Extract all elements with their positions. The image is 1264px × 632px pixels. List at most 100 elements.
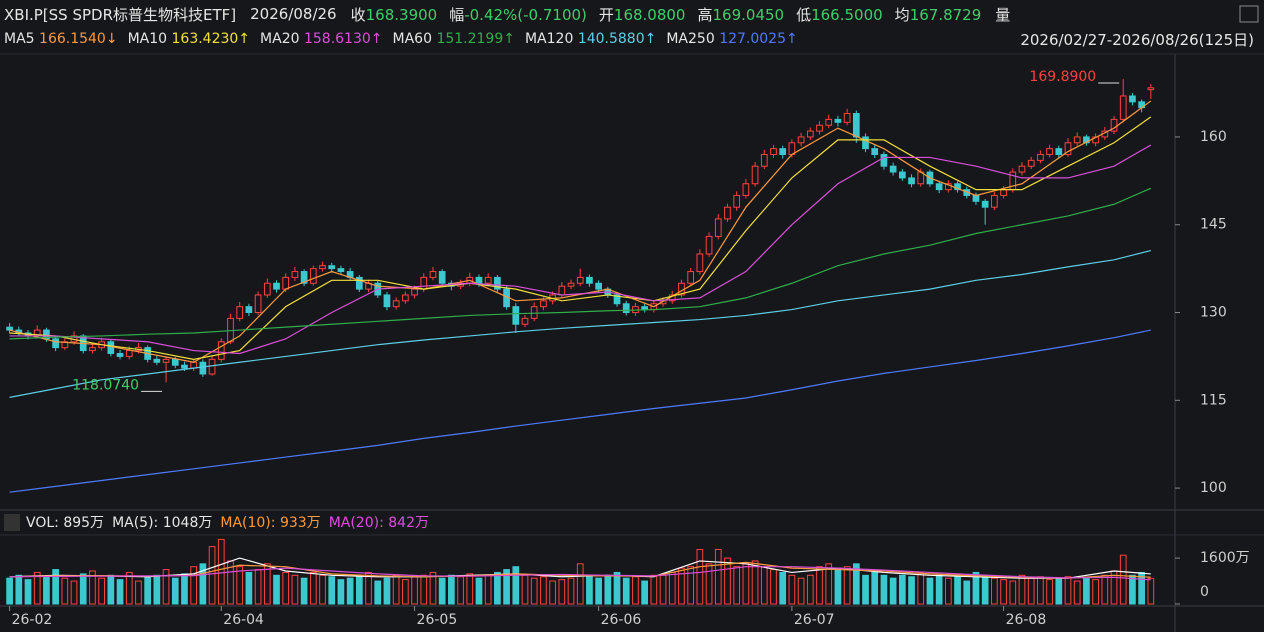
volume-bar (484, 574, 492, 605)
candle-body (263, 282, 271, 296)
candle-body (254, 294, 262, 314)
candle-body (273, 282, 280, 290)
volume-bar (521, 574, 529, 605)
volume-bar (429, 571, 437, 605)
candle-body (199, 361, 207, 375)
volume-bar (309, 571, 317, 605)
volume-bar (613, 571, 621, 605)
date-range[interactable]: 2026/02/27-2026/08/26(125日) (1020, 31, 1254, 49)
legend-item: MA10 163.4230↑ (128, 31, 250, 47)
legend-name: MA(10): (220, 515, 276, 531)
volume-bar (79, 573, 87, 605)
volume-bar (24, 579, 32, 605)
candle-body (1018, 165, 1026, 173)
volume-bar (171, 577, 179, 605)
legend-item: MA60 151.2199↑ (393, 31, 515, 47)
volume-bar (622, 577, 630, 605)
volume-bar (659, 574, 667, 605)
candle-body (889, 165, 897, 173)
candle-body (558, 285, 566, 296)
volume-bar (1000, 579, 1007, 605)
quote-row: XBI.P[SS SPDR标普生物科技ETF] 2026/08/26 收168.… (4, 3, 1010, 25)
legend-name: MA5 (4, 31, 35, 47)
volume-bar (1147, 577, 1155, 605)
candle-body (880, 153, 888, 167)
volume-bar (687, 566, 695, 605)
candle-body (770, 148, 777, 155)
volume-bar (806, 574, 814, 605)
candle-body (1073, 136, 1081, 144)
candle-body (898, 171, 906, 179)
volume-bar (125, 571, 133, 605)
legend-value: 1048万 (162, 515, 213, 531)
volume-bar (1009, 580, 1017, 605)
candle-body (171, 358, 179, 366)
volume-bar (917, 571, 925, 605)
volume-bar (843, 566, 851, 605)
volume-bar (705, 563, 713, 605)
symbol: XBI.P[SS SPDR标普生物科技ETF] (4, 5, 237, 24)
volume-bar (945, 577, 952, 605)
volume-bar (89, 570, 96, 605)
volume-bar (1092, 579, 1099, 605)
volume-bar (236, 566, 244, 605)
candle-body (613, 294, 621, 305)
candle-body (420, 276, 428, 290)
legend-item: MA(5): 1048万 (112, 512, 212, 532)
volume-bar (852, 563, 860, 605)
vol-tick-label: 0 (1200, 584, 1209, 600)
annotation: 118.0740 (72, 377, 139, 393)
candle-body (521, 317, 529, 325)
candle-body (843, 113, 851, 123)
volume-bar (714, 548, 722, 605)
candle-body (641, 306, 648, 311)
volume-bar (668, 571, 676, 605)
candle-body (797, 136, 805, 144)
candle-body (1110, 118, 1118, 132)
quote-item: 收168.3900 (351, 4, 438, 25)
candle-body (816, 124, 823, 132)
volume-bar (52, 569, 59, 605)
x-tick-label: 26-02 (12, 612, 53, 628)
candle-body (383, 294, 391, 308)
candle-body (475, 276, 483, 284)
candle-body (586, 276, 593, 284)
candle-body (494, 276, 501, 290)
quote-value: 169.0450 (712, 5, 785, 24)
legend-name: MA250 (666, 31, 715, 47)
candle-body (300, 271, 308, 284)
volume-bar (365, 571, 372, 605)
volume-bar (1083, 577, 1090, 605)
quote-item: 幅-0.42%(-0.7100) (449, 4, 587, 25)
legend-value: 140.5880↑ (577, 31, 657, 47)
candle-body (954, 183, 961, 191)
volume-bar (540, 576, 547, 605)
ma-legend: MA5 166.1540↓ MA10 163.4230↑ MA20 158.6130… (4, 29, 798, 49)
legend-value: 933万 (279, 515, 321, 531)
volume-bar (1129, 574, 1136, 605)
volume-bar (411, 576, 418, 605)
volume-bar (549, 580, 556, 605)
candle-body (411, 288, 418, 296)
candle-body (107, 341, 115, 354)
quote-label: 均 (894, 5, 910, 24)
volume-bar (61, 577, 69, 605)
x-tick-label: 26-05 (417, 612, 458, 628)
volume-bar (392, 574, 400, 605)
candle-body (309, 268, 317, 284)
volume-bar (494, 571, 501, 605)
candle-body (724, 206, 731, 220)
volume-bar (503, 569, 510, 605)
candle-body (429, 271, 437, 278)
candle-body (862, 136, 869, 150)
ma-line (9, 249, 1151, 398)
volume-bar (448, 574, 455, 605)
help-icon[interactable] (4, 514, 20, 531)
candle-body (1147, 87, 1155, 91)
candle-body (208, 358, 216, 375)
legend-item: MA120 140.5880↑ (525, 31, 656, 47)
candle-body (540, 300, 547, 308)
quote-value: 168.0800 (613, 5, 686, 24)
legend-name: MA20 (260, 31, 300, 47)
icon[interactable] (1239, 5, 1259, 23)
